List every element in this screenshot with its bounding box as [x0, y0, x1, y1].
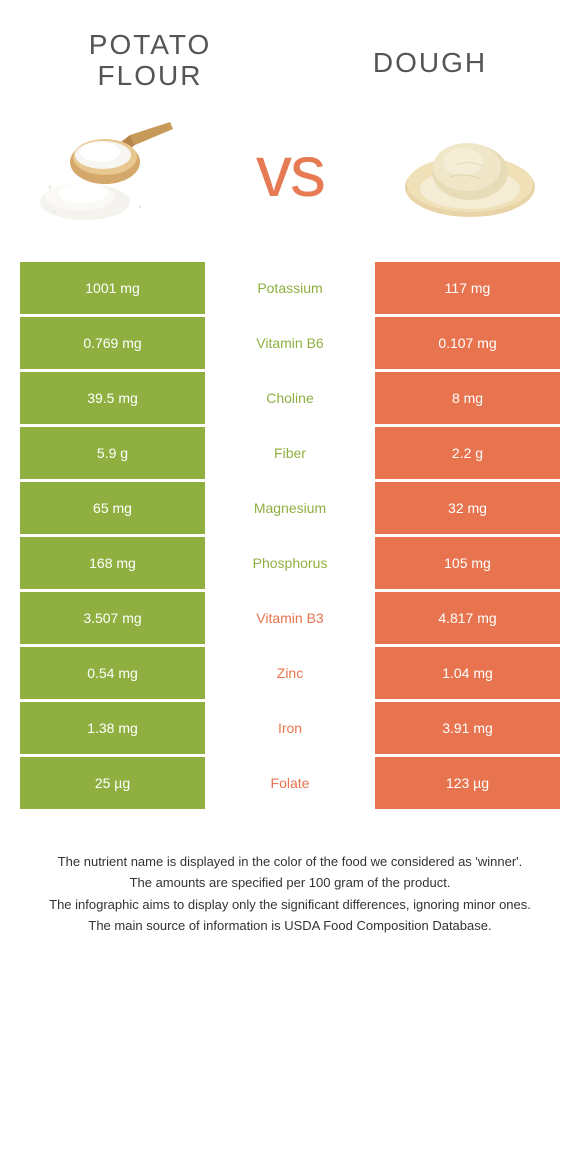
table-row: 1001 mgPotassium117 mg [20, 262, 560, 314]
left-value-cell: 0.54 mg [20, 647, 205, 699]
footer-notes: The nutrient name is displayed in the co… [0, 812, 580, 936]
table-row: 0.769 mgVitamin B60.107 mg [20, 317, 560, 369]
right-value-cell: 1.04 mg [375, 647, 560, 699]
right-food-title: DOUGH [340, 30, 520, 92]
right-value-cell: 8 mg [375, 372, 560, 424]
nutrient-label-cell: Zinc [205, 647, 375, 699]
table-row: 3.507 mgVitamin B34.817 mg [20, 592, 560, 644]
right-value-cell: 117 mg [375, 262, 560, 314]
nutrient-label-cell: Iron [205, 702, 375, 754]
vs-row: vs [0, 102, 580, 262]
left-value-cell: 25 µg [20, 757, 205, 809]
nutrient-label-cell: Fiber [205, 427, 375, 479]
footer-line: The amounts are specified per 100 gram o… [30, 873, 550, 893]
left-value-cell: 5.9 g [20, 427, 205, 479]
nutrient-label-cell: Choline [205, 372, 375, 424]
table-row: 25 µgFolate123 µg [20, 757, 560, 809]
table-row: 39.5 mgCholine8 mg [20, 372, 560, 424]
right-value-cell: 4.817 mg [375, 592, 560, 644]
left-food-image [35, 112, 185, 232]
footer-line: The infographic aims to display only the… [30, 895, 550, 915]
right-value-cell: 32 mg [375, 482, 560, 534]
nutrient-label-cell: Vitamin B3 [205, 592, 375, 644]
nutrient-label-cell: Vitamin B6 [205, 317, 375, 369]
table-row: 5.9 gFiber2.2 g [20, 427, 560, 479]
header: POTATO FLOUR DOUGH [0, 0, 580, 102]
left-value-cell: 0.769 mg [20, 317, 205, 369]
footer-line: The main source of information is USDA F… [30, 916, 550, 936]
left-value-cell: 39.5 mg [20, 372, 205, 424]
left-value-cell: 1.38 mg [20, 702, 205, 754]
left-value-cell: 1001 mg [20, 262, 205, 314]
table-row: 168 mgPhosphorus105 mg [20, 537, 560, 589]
left-food-title: POTATO FLOUR [60, 30, 240, 92]
left-value-cell: 65 mg [20, 482, 205, 534]
nutrient-table: 1001 mgPotassium117 mg0.769 mgVitamin B6… [0, 262, 580, 809]
table-row: 1.38 mgIron3.91 mg [20, 702, 560, 754]
right-value-cell: 123 µg [375, 757, 560, 809]
left-value-cell: 3.507 mg [20, 592, 205, 644]
right-value-cell: 2.2 g [375, 427, 560, 479]
nutrient-label-cell: Phosphorus [205, 537, 375, 589]
right-value-cell: 105 mg [375, 537, 560, 589]
right-value-cell: 0.107 mg [375, 317, 560, 369]
table-row: 65 mgMagnesium32 mg [20, 482, 560, 534]
left-value-cell: 168 mg [20, 537, 205, 589]
right-value-cell: 3.91 mg [375, 702, 560, 754]
right-food-image [395, 112, 545, 232]
nutrient-label-cell: Potassium [205, 262, 375, 314]
footer-line: The nutrient name is displayed in the co… [30, 852, 550, 872]
nutrient-label-cell: Folate [205, 757, 375, 809]
vs-text: vs [256, 131, 324, 213]
table-row: 0.54 mgZinc1.04 mg [20, 647, 560, 699]
nutrient-label-cell: Magnesium [205, 482, 375, 534]
